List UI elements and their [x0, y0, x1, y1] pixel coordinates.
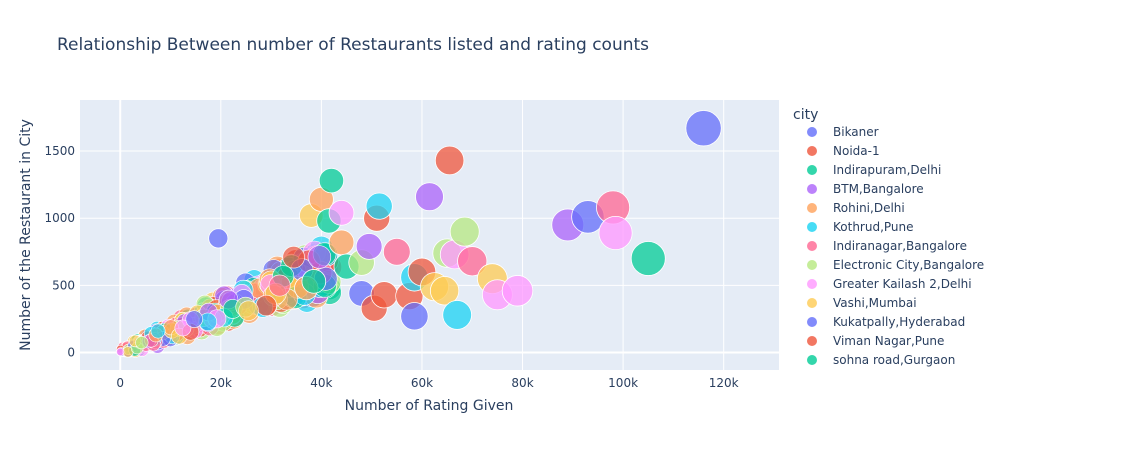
legend-label: Greater Kailash 2,Delhi: [833, 277, 972, 291]
legend-marker-icon: [807, 184, 817, 194]
legend-marker-icon: [807, 336, 817, 346]
legend-marker-icon: [807, 317, 817, 327]
data-point[interactable]: [685, 110, 722, 147]
legend-item[interactable]: Indirapuram,Delhi: [807, 163, 941, 177]
legend-marker-icon: [807, 355, 817, 365]
data-point[interactable]: [630, 241, 666, 276]
data-point[interactable]: [501, 275, 534, 307]
legend[interactable]: city Bikaner Noida-1 Indirapuram,Delhi BTM,…: [793, 107, 984, 367]
legend-label: Electronic City,Bangalore: [833, 258, 984, 272]
legend-label: Kukatpally,Hyderabad: [833, 315, 965, 329]
data-point[interactable]: [185, 310, 203, 328]
data-point[interactable]: [208, 228, 229, 249]
data-point[interactable]: [135, 335, 149, 350]
data-point[interactable]: [355, 233, 383, 260]
data-point[interactable]: [238, 300, 259, 321]
legend-item[interactable]: Kothrud,Pune: [807, 220, 914, 234]
data-point[interactable]: [365, 192, 393, 220]
legend-marker-icon: [807, 127, 817, 137]
legend-marker-icon: [807, 298, 817, 308]
x-tick-label: 40k: [310, 376, 332, 390]
x-tick-label: 0: [116, 376, 124, 390]
data-point[interactable]: [370, 281, 398, 309]
legend-marker-icon: [807, 279, 817, 289]
legend-label: BTM,Bangalore: [833, 182, 924, 196]
legend-label: sohna road,Gurgaon: [833, 353, 955, 367]
data-point[interactable]: [282, 246, 305, 269]
data-point[interactable]: [255, 294, 277, 317]
legend-item[interactable]: Indiranagar,Bangalore: [807, 239, 967, 253]
data-point[interactable]: [415, 182, 444, 212]
data-points[interactable]: [116, 110, 722, 358]
legend-label: Noida-1: [833, 144, 880, 158]
legend-marker-icon: [807, 165, 817, 175]
legend-item[interactable]: Bikaner: [807, 125, 879, 139]
axis-ticks: 0 20k 40k 60k 80k 100k 120k 0 500 1000 1500: [44, 144, 738, 390]
x-tick-label: 80k: [511, 376, 533, 390]
legend-marker-icon: [807, 203, 817, 213]
data-point[interactable]: [328, 229, 355, 256]
data-point[interactable]: [268, 274, 291, 297]
data-point[interactable]: [449, 216, 480, 247]
data-point[interactable]: [116, 347, 125, 356]
legend-item[interactable]: BTM,Bangalore: [807, 182, 924, 196]
data-point[interactable]: [598, 215, 633, 251]
data-point[interactable]: [301, 269, 327, 294]
legend-label: Indiranagar,Bangalore: [833, 239, 967, 253]
data-point[interactable]: [434, 145, 465, 176]
legend-label: Viman Nagar,Pune: [833, 334, 944, 348]
y-tick-label: 500: [52, 278, 75, 292]
data-point[interactable]: [318, 167, 345, 194]
legend-item[interactable]: Greater Kailash 2,Delhi: [807, 277, 972, 291]
data-point[interactable]: [400, 302, 429, 331]
x-tick-label: 120k: [709, 376, 739, 390]
x-tick-label: 60k: [411, 376, 433, 390]
legend-item[interactable]: Kukatpally,Hyderabad: [807, 315, 965, 329]
data-point[interactable]: [307, 245, 332, 269]
legend-label: Indirapuram,Delhi: [833, 163, 941, 177]
x-tick-label: 20k: [210, 376, 232, 390]
chart-title: Relationship Between number of Restauran…: [57, 35, 649, 55]
y-tick-label: 1500: [44, 144, 75, 158]
y-tick-label: 1000: [44, 211, 75, 225]
legend-item[interactable]: sohna road,Gurgaon: [807, 353, 955, 367]
data-point[interactable]: [150, 323, 166, 339]
data-point[interactable]: [429, 276, 460, 306]
legend-marker-icon: [807, 260, 817, 270]
legend-label: Kothrud,Pune: [833, 220, 914, 234]
legend-item[interactable]: Electronic City,Bangalore: [807, 258, 984, 272]
legend-item[interactable]: Viman Nagar,Pune: [807, 334, 944, 348]
x-axis-title: Number of Rating Given: [345, 398, 514, 414]
grid-lines: [80, 100, 779, 370]
legend-label: Bikaner: [833, 125, 879, 139]
legend-item[interactable]: Rohini,Delhi: [807, 201, 905, 215]
legend-label: Vashi,Mumbai: [833, 296, 917, 310]
x-tick-label: 100k: [608, 376, 638, 390]
data-point[interactable]: [442, 300, 472, 330]
data-point[interactable]: [382, 237, 411, 266]
legend-label: Rohini,Delhi: [833, 201, 905, 215]
data-point[interactable]: [328, 199, 355, 226]
data-point[interactable]: [457, 246, 488, 277]
legend-marker-icon: [807, 241, 817, 251]
y-tick-label: 0: [67, 346, 75, 360]
legend-marker-icon: [807, 146, 817, 156]
legend-item[interactable]: Vashi,Mumbai: [807, 296, 917, 310]
legend-item[interactable]: Noida-1: [807, 144, 880, 158]
legend-marker-icon: [807, 222, 817, 232]
y-axis-title: Number of the Restaurant in City: [18, 119, 34, 351]
legend-title: city: [793, 107, 818, 123]
